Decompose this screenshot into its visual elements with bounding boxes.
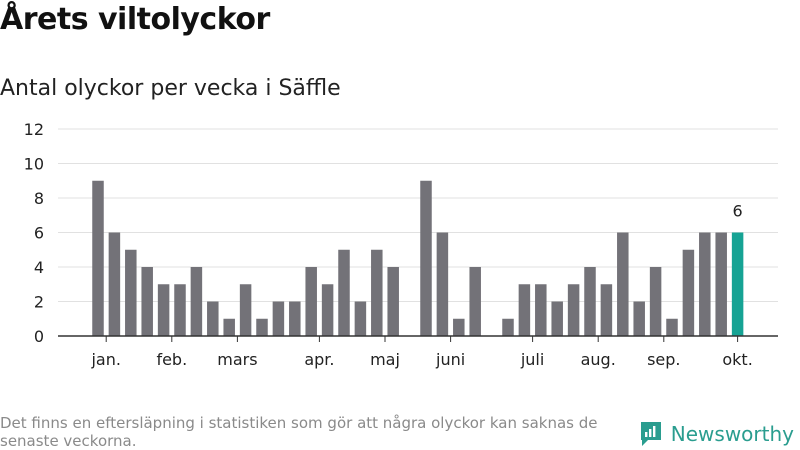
x-tick-label: juni	[435, 350, 465, 369]
bar	[715, 232, 727, 336]
y-tick-label: 0	[34, 327, 44, 346]
bar	[354, 301, 367, 336]
bar-chart: 0 2 4 6 8 10 12 6 jan. feb. mars apr. maj juni juli a…	[24, 120, 778, 369]
bar	[551, 301, 563, 336]
bar	[387, 267, 399, 336]
y-tick-label: 2	[34, 293, 44, 312]
newsworthy-logo-icon	[640, 422, 661, 446]
bar	[469, 267, 481, 336]
footnote: Det finns en eftersläpning i statistiken…	[0, 414, 598, 450]
x-tick-label: aug.	[581, 350, 616, 369]
bar	[666, 318, 678, 336]
bar	[125, 249, 137, 336]
bar	[502, 318, 514, 336]
y-tick-label: 4	[34, 258, 44, 277]
bar	[223, 318, 235, 336]
bar	[535, 284, 547, 336]
x-tick-label: feb.	[156, 350, 187, 369]
y-tick-label: 12	[24, 120, 44, 139]
x-tick-label: mars	[217, 350, 257, 369]
bar	[321, 284, 334, 336]
bar	[649, 267, 662, 336]
bar	[157, 284, 170, 336]
x-tick-label: okt.	[722, 350, 752, 369]
gridlines	[58, 128, 778, 302]
bar	[272, 301, 285, 336]
chart-subtitle: Antal olyckor per vecka i Säffle	[0, 76, 341, 101]
bar	[207, 301, 219, 336]
bar	[174, 284, 186, 336]
bar	[338, 249, 350, 336]
y-tick-label: 8	[34, 189, 44, 208]
chart-title: Årets viltolyckor	[0, 2, 270, 37]
bar	[617, 232, 629, 336]
highlight-value-label: 6	[733, 202, 743, 221]
y-tick-label: 6	[34, 224, 44, 243]
bar	[699, 232, 711, 336]
bar	[682, 249, 695, 336]
bar	[633, 301, 645, 336]
y-axis-labels: 0 2 4 6 8 10 12	[24, 120, 44, 346]
bar	[371, 249, 383, 336]
bar	[567, 284, 580, 336]
bar	[600, 284, 613, 336]
x-axis: jan. feb. mars apr. maj juni juli aug. sep. okt.	[58, 335, 778, 369]
x-tick-label: jan.	[90, 350, 120, 369]
bar-highlight	[731, 232, 744, 336]
bar	[436, 232, 449, 336]
bar	[453, 318, 465, 336]
bar	[108, 232, 121, 336]
bar	[190, 267, 203, 336]
bar	[289, 301, 301, 336]
brand-name: Newsworthy	[670, 422, 794, 446]
y-tick-label: 10	[24, 155, 44, 174]
x-tick-label: sep.	[647, 350, 680, 369]
x-tick-label: juli	[520, 350, 544, 369]
bar	[92, 180, 104, 336]
bar	[420, 180, 432, 336]
bar	[518, 284, 531, 336]
bar	[256, 318, 268, 336]
bar	[584, 267, 596, 336]
bar	[141, 267, 153, 336]
x-tick-label: maj	[370, 350, 400, 369]
x-tick-label: apr.	[304, 350, 334, 369]
brand-logo: Newsworthy	[639, 420, 794, 448]
bar	[305, 267, 317, 336]
bar	[239, 284, 252, 336]
bars: 6	[92, 180, 744, 336]
